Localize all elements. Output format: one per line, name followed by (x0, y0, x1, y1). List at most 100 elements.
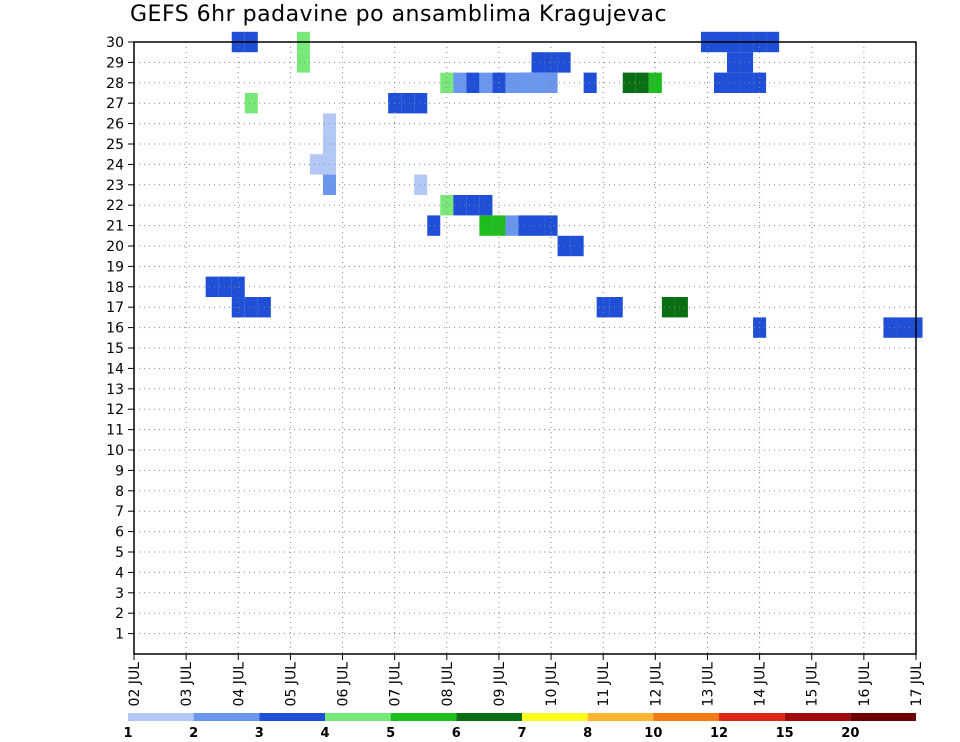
colorbar: 1 2 3 4 5 6 7 8 10 12 15 20 (123, 713, 916, 741)
x-tick-label: 16 JUL (857, 662, 873, 707)
heatmap-cell (296, 52, 310, 73)
heatmap-cell (427, 215, 441, 236)
colorbar-swatch (128, 713, 194, 721)
x-tick-label: 10 JUL (544, 662, 560, 707)
x-tick-label: 14 JUL (753, 662, 769, 707)
heatmap-cell (609, 297, 623, 318)
heatmap-cell (727, 72, 741, 93)
heatmap-cell (531, 72, 545, 93)
y-tick-label: 1 (115, 627, 124, 643)
heatmap-cell (244, 297, 258, 318)
colorbar-label: 12 (710, 726, 728, 741)
x-tick-label: 15 JUL (805, 662, 821, 707)
x-tick-label: 03 JUL (179, 662, 195, 707)
heatmap-cell (635, 72, 649, 93)
y-tick-label: 17 (106, 300, 124, 316)
y-tick-label: 27 (106, 96, 124, 112)
x-tick-label: 06 JUL (336, 662, 352, 707)
y-tick-label: 18 (106, 280, 124, 296)
y-tick-label: 6 (115, 525, 124, 541)
heatmap-cell (401, 93, 415, 114)
y-tick-label: 10 (106, 443, 124, 459)
colorbar-label: 6 (452, 726, 461, 741)
x-tick-label: 13 JUL (700, 662, 716, 707)
colorbar-swatch (522, 713, 588, 721)
heatmap-cell (492, 215, 506, 236)
colorbar-swatch (259, 713, 325, 721)
x-tick-label: 09 JUL (492, 662, 508, 707)
y-tick-label: 11 (106, 423, 124, 439)
x-tick-labels: 02 JUL 03 JUL 04 JUL 05 JUL 06 JUL 07 JUL 08 J… (127, 654, 925, 706)
x-tick-label: 07 JUL (388, 662, 404, 707)
y-tick-label: 29 (106, 55, 124, 71)
colorbar-swatch (193, 713, 260, 721)
heatmap-cell (713, 72, 728, 93)
heatmap-cell (740, 52, 754, 73)
heatmap-cell (218, 276, 232, 297)
colorbar-swatch (456, 713, 522, 721)
y-tick-label: 9 (115, 463, 124, 479)
colorbar-label: 20 (841, 726, 859, 741)
heatmap-cell (205, 276, 219, 297)
y-tick-label: 26 (106, 117, 124, 133)
heatmap-cell (661, 297, 675, 318)
colorbar-swatch (850, 713, 916, 721)
y-tick-label: 25 (106, 137, 124, 153)
y-tick-label: 24 (106, 157, 124, 173)
heatmap-cell (896, 317, 910, 338)
heatmap-cell (466, 72, 480, 93)
heatmap-cell (531, 215, 545, 236)
heatmap-cell (531, 52, 545, 73)
x-tick-label: 02 JUL (127, 662, 143, 707)
y-tick-label: 8 (115, 484, 124, 500)
y-tick-labels: 1234567891011121314151617181920212223242… (106, 35, 134, 643)
x-tick-label: 11 JUL (596, 662, 612, 707)
heatmap-cell (544, 215, 558, 236)
heatmap-cell (727, 52, 741, 73)
y-tick-label: 14 (106, 361, 124, 377)
colorbar-label: 4 (320, 726, 329, 741)
x-tick-label: 17 JUL (909, 662, 925, 707)
y-tick-label: 21 (106, 219, 124, 235)
colorbar-label: 15 (776, 726, 794, 741)
heatmap-cell (505, 72, 519, 93)
x-tick-label: 08 JUL (440, 662, 456, 707)
colorbar-swatch (587, 713, 654, 721)
heatmap-cell (466, 195, 480, 216)
x-tick-label: 05 JUL (283, 662, 299, 707)
chart-title: GEFS 6hr padavine po ansamblima Kragujev… (130, 2, 668, 27)
heatmap-cell (479, 195, 493, 216)
y-tick-label: 4 (115, 565, 124, 581)
colorbar-swatch (784, 713, 851, 721)
y-tick-label: 13 (106, 382, 124, 398)
heatmap-cell (674, 297, 688, 318)
heatmap-cell (570, 235, 584, 257)
y-tick-label: 16 (106, 321, 124, 337)
colorbar-swatch (390, 713, 457, 721)
y-tick-label: 28 (106, 76, 124, 92)
heatmap-cell (231, 276, 245, 297)
y-tick-label: 22 (106, 198, 124, 214)
heatmap-cell (505, 215, 519, 236)
y-tick-label: 23 (106, 178, 124, 194)
heatmap-cell (479, 215, 493, 236)
heatmap-cell (740, 72, 754, 93)
y-tick-label: 7 (115, 504, 124, 520)
colorbar-swatch (325, 713, 391, 721)
heatmap-cell (583, 72, 597, 93)
colorbar-label: 2 (189, 726, 198, 741)
heatmap-cell (414, 174, 428, 195)
heatmap-cell (309, 154, 323, 175)
heatmap-cell (440, 195, 454, 216)
colorbar-label: 8 (583, 726, 592, 741)
y-tick-label: 15 (106, 341, 124, 357)
heatmap-cell (414, 93, 428, 114)
y-tick-label: 30 (106, 35, 124, 51)
y-tick-label: 3 (115, 586, 124, 602)
y-tick-label: 12 (106, 402, 124, 418)
x-tick-label: 04 JUL (231, 662, 247, 707)
colorbar-label: 5 (386, 726, 395, 741)
colorbar-label: 7 (517, 726, 526, 741)
x-tick-label: 12 JUL (648, 662, 664, 707)
